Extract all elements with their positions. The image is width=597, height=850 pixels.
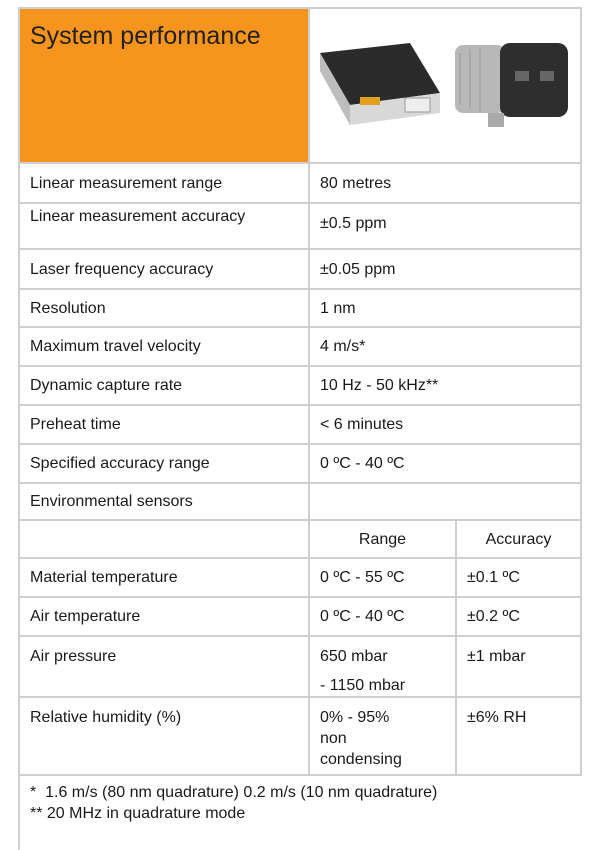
spec-label: Preheat time — [19, 405, 309, 444]
spec-value: 1 nm — [309, 289, 581, 327]
env-label: Material temperature — [19, 558, 309, 597]
env-range: 0 ºC - 40 ºC — [309, 597, 456, 636]
env-title-row: Environmental sensors — [19, 483, 581, 520]
env-range: 0 ºC - 55 ºC — [309, 558, 456, 597]
env-row: Material temperature 0 ºC - 55 ºC ±0.1 ºC — [19, 558, 581, 597]
env-accuracy: ±0.1 ºC — [456, 558, 581, 597]
page: System performance — [0, 0, 597, 834]
range-line: 650 mbar — [320, 646, 445, 667]
spec-row: Linear measurement accuracy±0.5 ppm — [19, 203, 581, 249]
spec-value: 4 m/s* — [309, 327, 581, 366]
env-accuracy: ±1 mbar — [456, 636, 581, 697]
range-line: non — [320, 728, 445, 749]
product-images — [309, 8, 581, 163]
spec-value: ±0.5 ppm — [309, 203, 581, 249]
env-label: Relative humidity (%) — [19, 697, 309, 775]
spec-value: 10 Hz - 50 kHz** — [309, 366, 581, 405]
spec-row: Preheat time< 6 minutes — [19, 405, 581, 444]
env-accuracy: ±0.2 ºC — [456, 597, 581, 636]
env-label: Air pressure — [19, 636, 309, 697]
spec-value: 0 ºC - 40 ºC — [309, 444, 581, 483]
spec-label: Linear measurement accuracy — [19, 203, 309, 249]
footnote: * 1.6 m/s (80 nm quadrature) 0.2 m/s (10… — [30, 782, 571, 803]
footnote: ** 20 MHz in quadrature mode — [30, 803, 571, 824]
env-accuracy: ±6% RH — [456, 697, 581, 775]
env-title: Environmental sensors — [19, 483, 309, 520]
spec-value: ±0.05 ppm — [309, 249, 581, 289]
spec-value: 80 metres — [309, 163, 581, 203]
env-row: Air temperature 0 ºC - 40 ºC ±0.2 ºC — [19, 597, 581, 636]
range-line: 0% - 95% — [320, 707, 445, 728]
footnotes: * 1.6 m/s (80 nm quadrature) 0.2 m/s (10… — [19, 775, 581, 850]
footnote-row: * 1.6 m/s (80 nm quadrature) 0.2 m/s (10… — [19, 775, 581, 850]
header-row: System performance — [19, 8, 581, 163]
spec-label: Resolution — [19, 289, 309, 327]
spec-value: < 6 minutes — [309, 405, 581, 444]
spec-table: System performance — [18, 7, 582, 850]
title: System performance — [19, 8, 309, 163]
laser-unit — [320, 43, 440, 125]
empty-cell — [19, 520, 309, 558]
sensor-unit — [455, 43, 568, 127]
column-header: Accuracy — [456, 520, 581, 558]
env-range: 650 mbar - 1150 mbar — [309, 636, 456, 697]
product-illustration — [310, 13, 578, 152]
spec-row: Laser frequency accuracy±0.05 ppm — [19, 249, 581, 289]
env-row: Air pressure 650 mbar - 1150 mbar ±1 mbar — [19, 636, 581, 697]
table-body: System performance — [19, 8, 581, 850]
spec-label: Maximum travel velocity — [19, 327, 309, 366]
spec-label: Dynamic capture rate — [19, 366, 309, 405]
env-label: Air temperature — [19, 597, 309, 636]
range-line: - 1150 mbar — [320, 675, 445, 696]
spec-label: Laser frequency accuracy — [19, 249, 309, 289]
range-line: condensing — [320, 749, 445, 770]
spec-label: Specified accuracy range — [19, 444, 309, 483]
empty-cell — [309, 483, 581, 520]
column-header: Range — [309, 520, 456, 558]
spec-label: Linear measurement range — [19, 163, 309, 203]
range-line: 0 ºC - 55 ºC — [320, 567, 445, 588]
range-line: 0 ºC - 40 ºC — [320, 606, 445, 627]
